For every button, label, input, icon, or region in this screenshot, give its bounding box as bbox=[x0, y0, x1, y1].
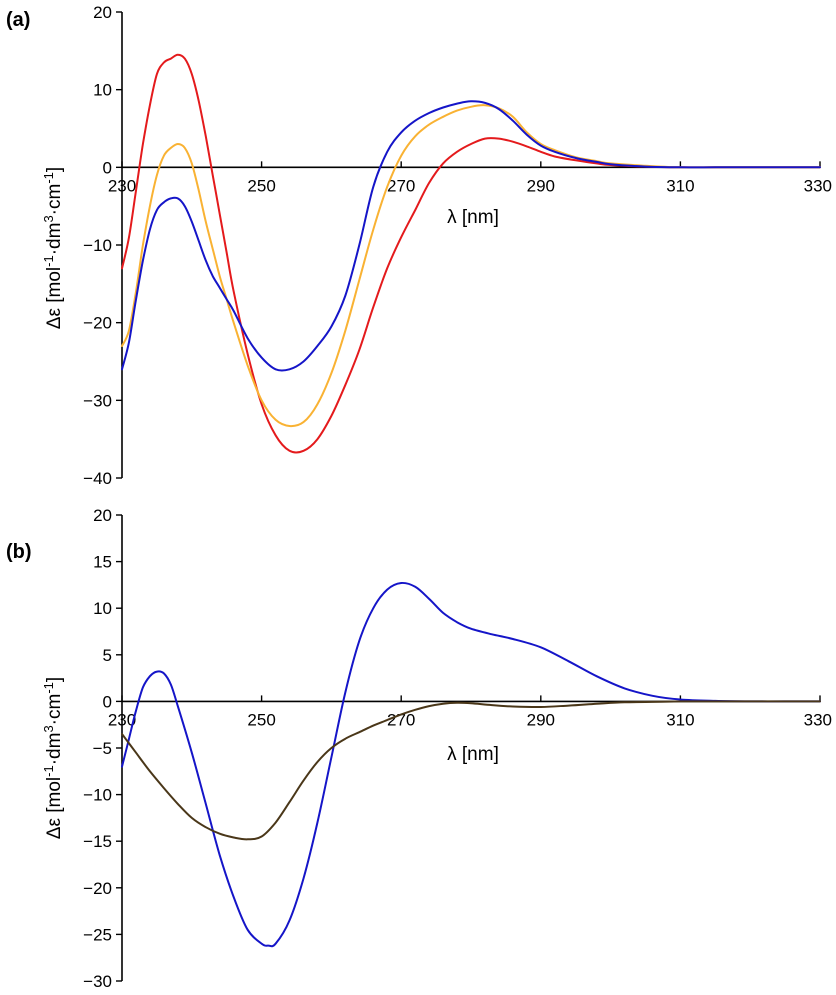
panel-a-series-blue-line bbox=[121, 100, 821, 372]
panel-a-ylabel-part3: ·cm bbox=[44, 184, 65, 216]
panel-b-label: (b) bbox=[6, 541, 32, 563]
panel-b-series-blue-line bbox=[121, 581, 821, 948]
panel-a-x-tick-label: 270 bbox=[387, 176, 415, 195]
panel-b-ylabel-sup2: 3 bbox=[41, 725, 56, 732]
panel-a-label: (a) bbox=[6, 9, 30, 31]
panel-a-x-axis-title: λ [nm] bbox=[447, 207, 499, 228]
panel-b-ylabel-part4: ] bbox=[44, 677, 65, 682]
panel-b-y-tick-label: 20 bbox=[93, 506, 112, 525]
panel-b-ylabel-part3: ·cm bbox=[44, 694, 65, 726]
panel-a-y-axis-title: Δε [mol-1·dm3·cm-1] bbox=[41, 167, 65, 329]
panel-b-y-tick-label: −25 bbox=[83, 925, 112, 944]
panel-a-ylabel-part1: Δε [mol bbox=[44, 267, 65, 329]
panel-b-y-axis-title: Δε [mol-1·dm3·cm-1] bbox=[41, 677, 65, 839]
panel-b-x-tick-label: 250 bbox=[247, 710, 275, 729]
panel-a-y-tick-label: −20 bbox=[83, 314, 112, 333]
panel-a-y-tick-label: −30 bbox=[83, 391, 112, 410]
panel-a-x-tick-label: 250 bbox=[247, 176, 275, 195]
panel-a-ylabel-sup3: -1 bbox=[41, 172, 56, 184]
panel-b: (b) 20 15 10 5 0 −5 −10 −15 −20 −25 −30 230 250 270 29… bbox=[6, 506, 832, 991]
panel-a-axes: 20 10 0 −10 −20 −30 −40 230 250 270 290 310 330 bbox=[83, 3, 832, 488]
panel-a-ylabel-sup1: -1 bbox=[41, 255, 56, 267]
panel-b-x-tick-label: 230 bbox=[108, 710, 136, 729]
panel-b-y-tick-label: −5 bbox=[93, 739, 112, 758]
panel-b-axes: 20 15 10 5 0 −5 −10 −15 −20 −25 −30 230 250 270 290 310… bbox=[83, 506, 832, 991]
panel-a-ylabel-part4: ] bbox=[44, 167, 65, 172]
panel-b-x-tick-label: 310 bbox=[666, 710, 694, 729]
panel-b-ylabel-sup3: -1 bbox=[41, 682, 56, 694]
panel-a-y-tick-label: 20 bbox=[93, 3, 112, 22]
panel-b-x-tick-label: 290 bbox=[527, 710, 555, 729]
panel-a-x-tick-label: 330 bbox=[804, 176, 832, 195]
panel-a-ylabel-part2: ·dm bbox=[44, 223, 65, 256]
panel-a-x-tick-label: 290 bbox=[527, 176, 555, 195]
panel-b-ylabel-part2: ·dm bbox=[44, 733, 65, 766]
panel-b-y-tick-label: 0 bbox=[103, 692, 112, 711]
panel-b-ylabel-part1: Δε [mol bbox=[44, 777, 65, 839]
panel-b-y-tick-label: −15 bbox=[83, 832, 112, 851]
panel-b-x-tick-label: 330 bbox=[804, 710, 832, 729]
panel-a-series bbox=[121, 53, 821, 454]
panel-a-x-tick-label: 230 bbox=[108, 176, 136, 195]
panel-a-series-orange-line bbox=[121, 104, 821, 428]
panel-a-x-tick-label: 310 bbox=[666, 176, 694, 195]
panel-b-y-tick-label: 5 bbox=[103, 646, 112, 665]
panel-b-y-tick-label: 15 bbox=[93, 553, 112, 572]
panel-b-x-axis-title: λ [nm] bbox=[447, 744, 499, 765]
panel-a-y-tick-label: −40 bbox=[83, 469, 112, 488]
panel-b-y-tick-label: −20 bbox=[83, 879, 112, 898]
panel-a-y-tick-label: 0 bbox=[103, 158, 112, 177]
panel-b-series-brown-line bbox=[121, 700, 821, 841]
panel-a-series-red-line bbox=[121, 53, 821, 454]
panel-a-ylabel-sup2: 3 bbox=[41, 215, 56, 222]
panel-a-y-tick-label: −10 bbox=[83, 236, 112, 255]
panel-b-y-tick-label: −30 bbox=[83, 972, 112, 991]
panel-b-series bbox=[121, 581, 821, 948]
panel-b-ylabel-sup1: -1 bbox=[41, 765, 56, 777]
panel-a-y-tick-label: 10 bbox=[93, 81, 112, 100]
panel-b-y-tick-label: 10 bbox=[93, 599, 112, 618]
panel-b-x-tick-label: 270 bbox=[387, 710, 415, 729]
panel-b-y-tick-label: −10 bbox=[83, 786, 112, 805]
